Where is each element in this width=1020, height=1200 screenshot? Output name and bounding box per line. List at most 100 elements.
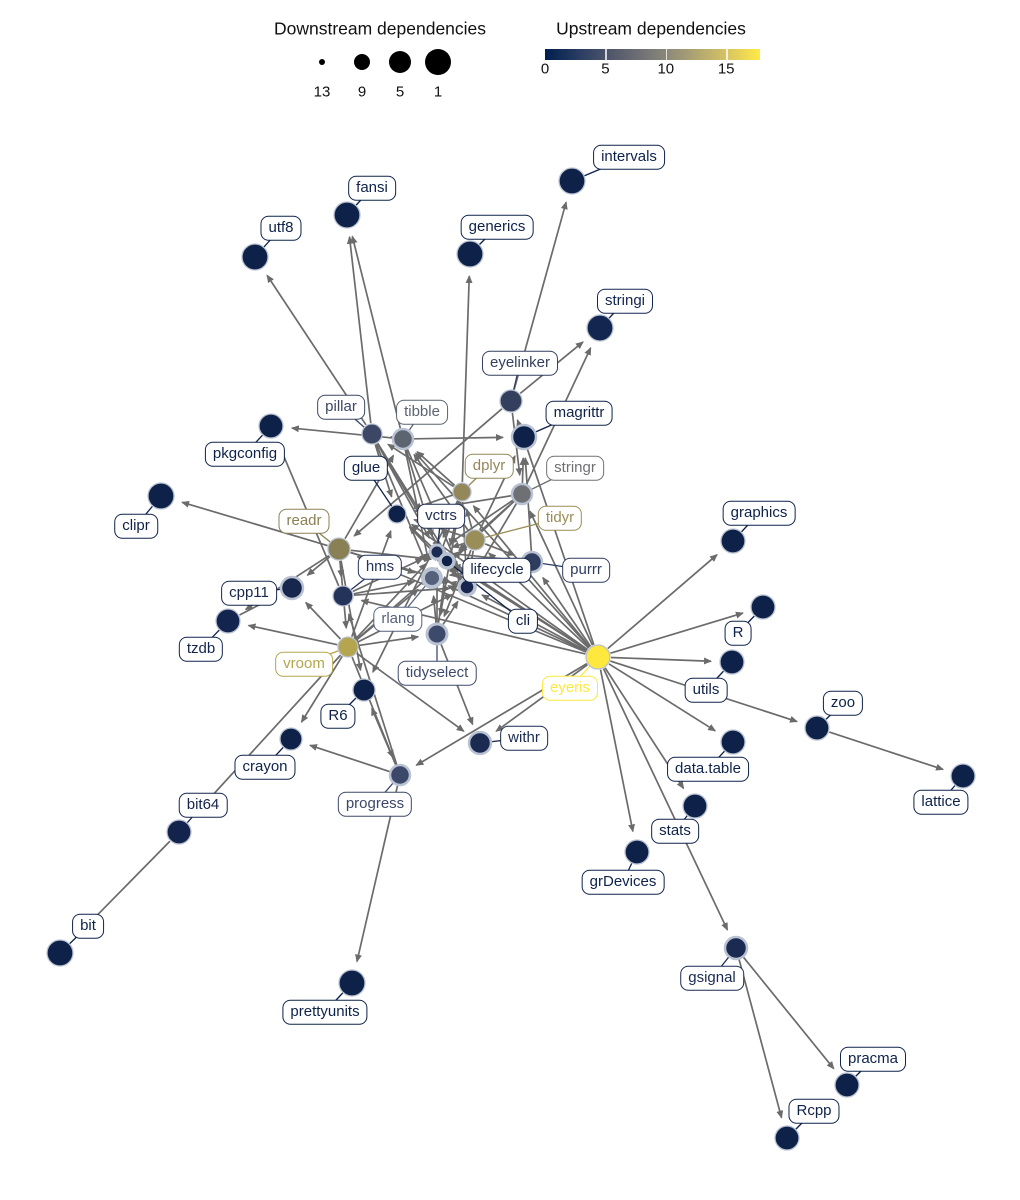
node-glue — [387, 504, 407, 524]
edge-eyeris-graphics — [607, 554, 718, 650]
node-label-grDevices: grDevices — [581, 869, 665, 895]
node-eyeris — [585, 644, 611, 670]
node-label-bit64: bit64 — [178, 792, 228, 818]
edge-progress-crayon — [309, 744, 390, 773]
node-label-intervals: intervals — [593, 144, 665, 170]
node-label-eyeris: eyeris — [541, 675, 599, 701]
node-pillar — [361, 423, 383, 445]
colorbar-tick-5: 5 — [601, 60, 610, 78]
node-label-lifecycle: lifecycle — [462, 557, 532, 583]
node-label-gsignal: gsignal — [680, 965, 744, 991]
node-label-progress: progress — [337, 791, 413, 817]
node-tzdb — [215, 608, 241, 634]
node-tidyr — [464, 529, 486, 551]
node-utf8 — [241, 243, 269, 271]
size-legend-title: Downstream dependencies — [273, 18, 487, 39]
node-magrittr — [510, 423, 538, 451]
edge-tidyr-dplyr — [465, 508, 473, 530]
colorbar-tick-10: 10 — [657, 60, 675, 78]
node-label-withr: withr — [500, 725, 548, 751]
node-gsignal — [723, 935, 749, 961]
node-intervals — [558, 167, 586, 195]
node-eyelinker — [499, 389, 523, 413]
size-legend-value-1: 1 — [433, 83, 443, 101]
edge-tidyselect-cli — [437, 575, 448, 624]
edge-eyeris-stringr — [529, 510, 594, 646]
edge-gsignal-pracma — [742, 956, 835, 1070]
size-legend-circles — [319, 49, 451, 75]
node-label-eyelinker: eyelinker — [481, 350, 559, 376]
colorbar-tick-0: 0 — [540, 60, 550, 78]
edge-eyeris-data.table — [608, 663, 717, 732]
node-tidyselect — [425, 622, 449, 646]
node-Rcpp — [774, 1125, 800, 1151]
node-label-hms: hms — [357, 554, 403, 580]
edge-vroom-vctrs — [354, 562, 427, 640]
node-progress — [388, 763, 412, 787]
size-legend-circle-13 — [319, 59, 325, 65]
node-zoo — [804, 715, 830, 741]
node-prettyunits — [338, 969, 366, 997]
node-label-data.table: data.table — [667, 756, 749, 782]
edge-readr-hms — [337, 560, 345, 579]
node-label-tzdb: tzdb — [178, 636, 224, 662]
node-label-utf8: utf8 — [260, 215, 302, 241]
node-label-pillar: pillar — [317, 394, 365, 420]
node-label-bit: bit — [72, 913, 104, 939]
node-label-tidyr: tidyr — [537, 505, 583, 531]
edge-readr-cpp11 — [306, 556, 331, 576]
node-label-R: R — [724, 620, 752, 646]
node-label-Rcpp: Rcpp — [788, 1098, 840, 1124]
node-data.table — [720, 729, 746, 755]
node-crayon — [279, 727, 303, 751]
node-label-readr: readr — [278, 508, 330, 534]
edge-tibble-magrittr — [413, 433, 505, 441]
node-label-fansi: fansi — [348, 175, 396, 201]
node-label-R6: R6 — [320, 703, 356, 729]
node-label-vroom: vroom — [275, 651, 333, 677]
edge-vroom-cpp11 — [305, 601, 342, 640]
node-R6 — [352, 678, 376, 702]
edge-dplyr-pillar — [387, 443, 455, 488]
node-rlang — [421, 567, 443, 589]
node-lattice — [950, 763, 976, 789]
edge-vroom-glue — [351, 529, 392, 637]
colorbar-separator-5 — [605, 49, 607, 60]
edge-hms-lifecycle — [353, 585, 452, 597]
color-legend-title: Upstream dependencies — [556, 18, 746, 39]
edge-stringr-magrittr — [519, 456, 527, 484]
node-label-magrittr: magrittr — [545, 400, 613, 426]
edge-tidyselect-rlang — [430, 594, 438, 624]
node-label-generics: generics — [460, 214, 534, 240]
node-label-crayon: crayon — [234, 754, 296, 780]
edge-eyeris-gsignal — [602, 668, 729, 931]
node-pracma — [834, 1072, 860, 1098]
colorbar-separator-10 — [665, 49, 668, 60]
node-label-glue: glue — [343, 455, 389, 481]
size-legend-circle-5 — [389, 51, 411, 73]
node-label-cpp11: cpp11 — [221, 580, 277, 606]
edge-lifecycle-rlang — [448, 580, 459, 588]
edge-eyeris-utils — [610, 656, 713, 665]
edge-tidyr-purrr — [484, 543, 516, 556]
node-label-tidyselect: tidyselect — [397, 660, 477, 686]
edge-hms-rlang — [353, 579, 416, 595]
node-stringr — [510, 482, 534, 506]
colorbar-separator-15 — [726, 49, 728, 60]
node-clipr — [147, 482, 175, 510]
node-label-stats: stats — [651, 818, 699, 844]
edge-lifecycle-cli — [456, 572, 464, 582]
edge-pillar-cli — [376, 443, 440, 549]
edge-eyeris-eyelinker — [516, 418, 595, 645]
node-label-clipr: clipr — [114, 513, 158, 539]
edge-vroom-cli — [355, 570, 436, 641]
node-utils — [719, 649, 745, 675]
node-label-lattice: lattice — [913, 789, 969, 815]
node-pkgconfig — [258, 413, 284, 439]
node-label-pkgconfig: pkgconfig — [204, 441, 286, 467]
node-label-pracma: pracma — [839, 1046, 907, 1072]
edge-zoo-lattice — [829, 731, 945, 771]
size-legend-circle-9 — [354, 54, 370, 70]
edge-eyeris-dplyr — [472, 505, 591, 648]
